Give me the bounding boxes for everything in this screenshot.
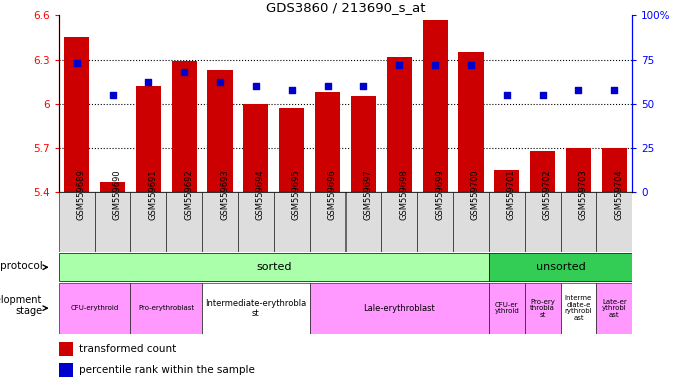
Text: GSM559695: GSM559695 bbox=[292, 170, 301, 220]
Title: GDS3860 / 213690_s_at: GDS3860 / 213690_s_at bbox=[266, 1, 425, 14]
Text: development
stage: development stage bbox=[0, 295, 42, 316]
Point bbox=[107, 92, 118, 98]
Text: transformed count: transformed count bbox=[79, 344, 177, 354]
Bar bbox=[417, 192, 453, 252]
Bar bbox=[171, 61, 197, 192]
Bar bbox=[59, 342, 73, 356]
Text: GSM559689: GSM559689 bbox=[77, 170, 86, 220]
Point bbox=[143, 79, 154, 86]
Text: GSM559702: GSM559702 bbox=[542, 170, 551, 220]
Text: GSM559697: GSM559697 bbox=[363, 170, 372, 220]
Bar bbox=[274, 192, 310, 252]
Bar bbox=[489, 283, 524, 334]
Bar bbox=[64, 37, 89, 192]
Text: GSM559704: GSM559704 bbox=[614, 170, 623, 220]
Point bbox=[286, 86, 297, 93]
Text: Interme
diate-e
rythrobl
ast: Interme diate-e rythrobl ast bbox=[565, 295, 592, 321]
Point bbox=[322, 83, 333, 89]
Bar bbox=[524, 192, 560, 252]
Bar bbox=[59, 253, 489, 281]
Bar bbox=[530, 151, 555, 192]
Bar bbox=[423, 20, 448, 192]
Text: Late-er
ythrobl
ast: Late-er ythrobl ast bbox=[602, 299, 627, 318]
Text: Pro-erythroblast: Pro-erythroblast bbox=[138, 305, 194, 311]
Bar bbox=[524, 283, 560, 334]
Bar bbox=[131, 283, 202, 334]
Text: Intermediate-erythrobla
st: Intermediate-erythrobla st bbox=[205, 299, 307, 318]
Bar bbox=[59, 192, 95, 252]
Bar bbox=[596, 283, 632, 334]
Bar bbox=[387, 56, 412, 192]
Text: Pro-ery
throbla
st: Pro-ery throbla st bbox=[530, 299, 555, 318]
Text: GSM559690: GSM559690 bbox=[113, 170, 122, 220]
Bar bbox=[136, 86, 161, 192]
Text: GSM559696: GSM559696 bbox=[328, 170, 337, 220]
Point bbox=[358, 83, 369, 89]
Point bbox=[573, 86, 584, 93]
Bar bbox=[59, 283, 131, 334]
Bar bbox=[238, 192, 274, 252]
Bar bbox=[566, 148, 591, 192]
Bar bbox=[489, 192, 524, 252]
Bar bbox=[310, 192, 346, 252]
Point bbox=[430, 62, 441, 68]
Text: protocol: protocol bbox=[0, 261, 42, 271]
Text: GSM559700: GSM559700 bbox=[471, 170, 480, 220]
Text: CFU-erythroid: CFU-erythroid bbox=[70, 305, 119, 311]
Bar bbox=[95, 192, 131, 252]
Bar bbox=[315, 92, 340, 192]
Text: GSM559699: GSM559699 bbox=[435, 170, 444, 220]
Bar bbox=[381, 192, 417, 252]
Text: unsorted: unsorted bbox=[536, 262, 585, 272]
Bar bbox=[560, 192, 596, 252]
Text: CFU-er
ythroid: CFU-er ythroid bbox=[495, 302, 519, 314]
Text: percentile rank within the sample: percentile rank within the sample bbox=[79, 366, 256, 376]
Text: GSM559693: GSM559693 bbox=[220, 170, 229, 220]
Bar bbox=[560, 283, 596, 334]
Bar bbox=[489, 253, 632, 281]
Text: GSM559698: GSM559698 bbox=[399, 170, 408, 220]
Bar bbox=[351, 96, 376, 192]
Bar bbox=[346, 192, 381, 252]
Text: GSM559692: GSM559692 bbox=[184, 170, 193, 220]
Bar bbox=[602, 148, 627, 192]
Bar bbox=[279, 108, 304, 192]
Text: GSM559703: GSM559703 bbox=[578, 170, 587, 220]
Point bbox=[394, 62, 405, 68]
Point bbox=[466, 62, 477, 68]
Point bbox=[214, 79, 225, 86]
Text: sorted: sorted bbox=[256, 262, 292, 272]
Bar bbox=[202, 192, 238, 252]
Bar bbox=[310, 283, 489, 334]
Bar bbox=[59, 363, 73, 377]
Bar bbox=[167, 192, 202, 252]
Point bbox=[71, 60, 82, 66]
Bar bbox=[207, 70, 233, 192]
Bar bbox=[458, 52, 484, 192]
Bar bbox=[494, 170, 520, 192]
Bar bbox=[596, 192, 632, 252]
Point bbox=[179, 69, 190, 75]
Point bbox=[537, 92, 548, 98]
Point bbox=[609, 86, 620, 93]
Text: GSM559701: GSM559701 bbox=[507, 170, 515, 220]
Bar bbox=[131, 192, 167, 252]
Bar bbox=[243, 104, 268, 192]
Text: Lale-erythroblast: Lale-erythroblast bbox=[363, 304, 435, 313]
Text: GSM559694: GSM559694 bbox=[256, 170, 265, 220]
Point bbox=[250, 83, 261, 89]
Bar bbox=[100, 182, 125, 192]
Bar bbox=[453, 192, 489, 252]
Text: GSM559691: GSM559691 bbox=[149, 170, 158, 220]
Point bbox=[501, 92, 512, 98]
Bar bbox=[202, 283, 310, 334]
